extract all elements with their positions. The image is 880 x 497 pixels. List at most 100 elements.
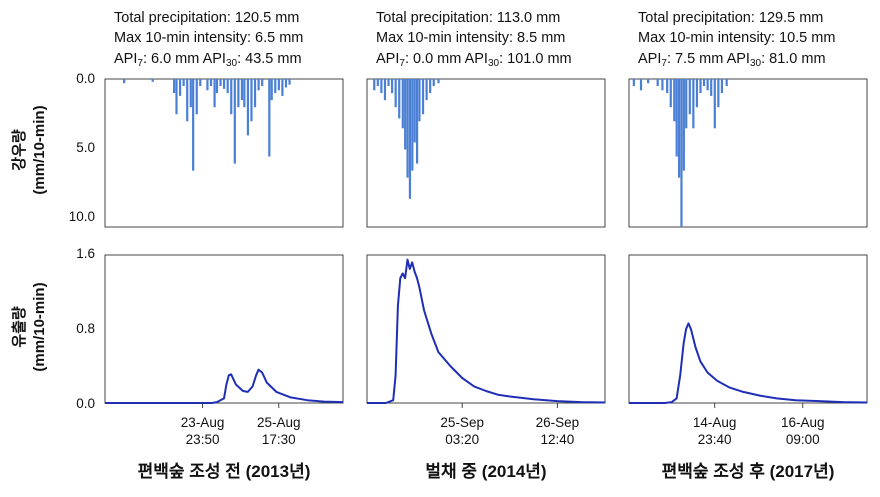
api7-value: : 6.0 mm [143, 51, 203, 67]
xtick-time: 09:00 [786, 432, 820, 447]
rain-bar [710, 79, 713, 96]
api30-sub: 30 [750, 58, 762, 69]
xtick-date: 25-Aug [257, 415, 301, 430]
rain-bar [725, 79, 728, 87]
rain-bar [692, 79, 695, 129]
rain-ytick-0: 0.0 [76, 71, 95, 86]
rain-bar [240, 79, 244, 101]
max-intensity: Max 10-min intensity: 10.5 mm [638, 30, 835, 46]
rain-bar [186, 79, 189, 122]
rain-bar [288, 79, 291, 85]
rain-ytick-5: 5.0 [76, 140, 95, 155]
total-precipitation: Total precipitation: 129.5 mm [638, 10, 823, 26]
flow-ylabel-line2: (mm/10-min) [31, 282, 48, 371]
rain-bar [215, 79, 219, 94]
rain-bar [226, 79, 229, 94]
api30-sub: 30 [226, 58, 238, 69]
flow-yticks: 1.6 0.8 0.0 [76, 246, 95, 411]
api7-label: API [638, 51, 661, 67]
panels: Total precipitation: 120.5 mm Max 10-min … [104, 10, 868, 481]
flow-ylabel-line1: 유출량 [10, 306, 28, 348]
rain-bar [178, 79, 182, 96]
rain-bar [437, 79, 440, 84]
rain-bar [233, 79, 236, 164]
stats-block: Total precipitation: 113.0 mm Max 10-min … [376, 10, 572, 69]
rain-bar [195, 79, 198, 115]
api7-value: : 0.0 mm [405, 51, 465, 67]
api-values: API7: 7.5 mm API30: 81.0 mm [638, 51, 826, 69]
rain-bar [418, 79, 421, 122]
rain-bar [274, 79, 277, 94]
rain-bar [682, 79, 685, 171]
flow-ytick-1.6: 1.6 [76, 246, 95, 261]
xtick-time: 03:20 [445, 432, 479, 447]
runoff-frame [628, 254, 868, 404]
max-intensity: Max 10-min intensity: 6.5 mm [114, 30, 303, 46]
rain-bar [669, 79, 672, 108]
rain-bar [175, 79, 178, 115]
rain-bar [373, 79, 376, 91]
runoff-line [105, 368, 344, 404]
rain-bar [406, 79, 409, 178]
rain-ytick-10: 10.0 [69, 209, 95, 224]
rain-bar [421, 79, 425, 115]
rain-bar [632, 79, 635, 87]
rain-bar [219, 79, 222, 87]
xtick-date: 26-Sep [536, 415, 580, 430]
rain-bar [432, 79, 435, 87]
rain-bar [223, 79, 226, 89]
rainfall-bars [123, 79, 291, 171]
api7-value: : 7.5 mm [667, 51, 727, 67]
rain-bar [661, 79, 664, 91]
xtick-time: 23:40 [698, 432, 732, 447]
rain-bar [398, 79, 401, 119]
rain-ylabel-line1: 강우량 [10, 129, 28, 171]
rain-bar [677, 79, 681, 178]
rain-bar [717, 79, 720, 108]
rain-bar [376, 79, 379, 87]
total-precipitation: Total precipitation: 120.5 mm [114, 10, 299, 26]
rain-bar [243, 79, 246, 108]
rain-bar [250, 79, 253, 122]
api-values: API7: 6.0 mm API30: 43.5 mm [114, 51, 302, 69]
rain-bar [253, 79, 257, 108]
rain-bar [675, 79, 678, 157]
rain-bar [151, 79, 154, 82]
rain-bar [720, 79, 724, 94]
period-label: 벌채 중 (2014년) [425, 462, 546, 481]
rain-bar [415, 79, 419, 164]
rain-bar [685, 79, 688, 129]
api30-label: API [465, 51, 488, 67]
rain-bar [277, 79, 280, 91]
rainfall-bars [632, 79, 728, 227]
rain-bar [390, 79, 394, 94]
rain-bar [404, 79, 407, 150]
rain-bar [425, 79, 428, 101]
rain-bar [383, 79, 387, 101]
rain-bar [380, 79, 383, 94]
max-intensity: Max 10-min intensity: 8.5 mm [376, 30, 565, 46]
rain-bar [656, 79, 659, 87]
xtick-date: 16-Aug [781, 415, 825, 430]
rain-bar [639, 79, 643, 91]
rain-ylabel: 강우량 (mm/10-min) [10, 105, 48, 194]
api7-sub: 7 [399, 58, 405, 69]
panel-1: Total precipitation: 120.5 mm Max 10-min … [104, 10, 344, 481]
rain-bar [394, 79, 397, 108]
rain-bar [713, 79, 716, 129]
rain-bar [261, 79, 264, 87]
api30-sub: 30 [488, 58, 500, 69]
rainfall-frame [628, 78, 868, 228]
rain-bar [189, 79, 192, 108]
period-label: 편백숲 조성 후 (2017년) [662, 461, 835, 481]
api30-label: API [203, 51, 226, 67]
api7-label: API [114, 51, 137, 67]
rain-bar [673, 79, 676, 122]
xtick-time: 17:30 [262, 432, 296, 447]
rain-bar [401, 79, 404, 129]
rain-bar [666, 79, 669, 94]
rain-bar [246, 79, 249, 136]
api7-sub: 7 [137, 58, 143, 69]
rain-bar [281, 79, 284, 96]
